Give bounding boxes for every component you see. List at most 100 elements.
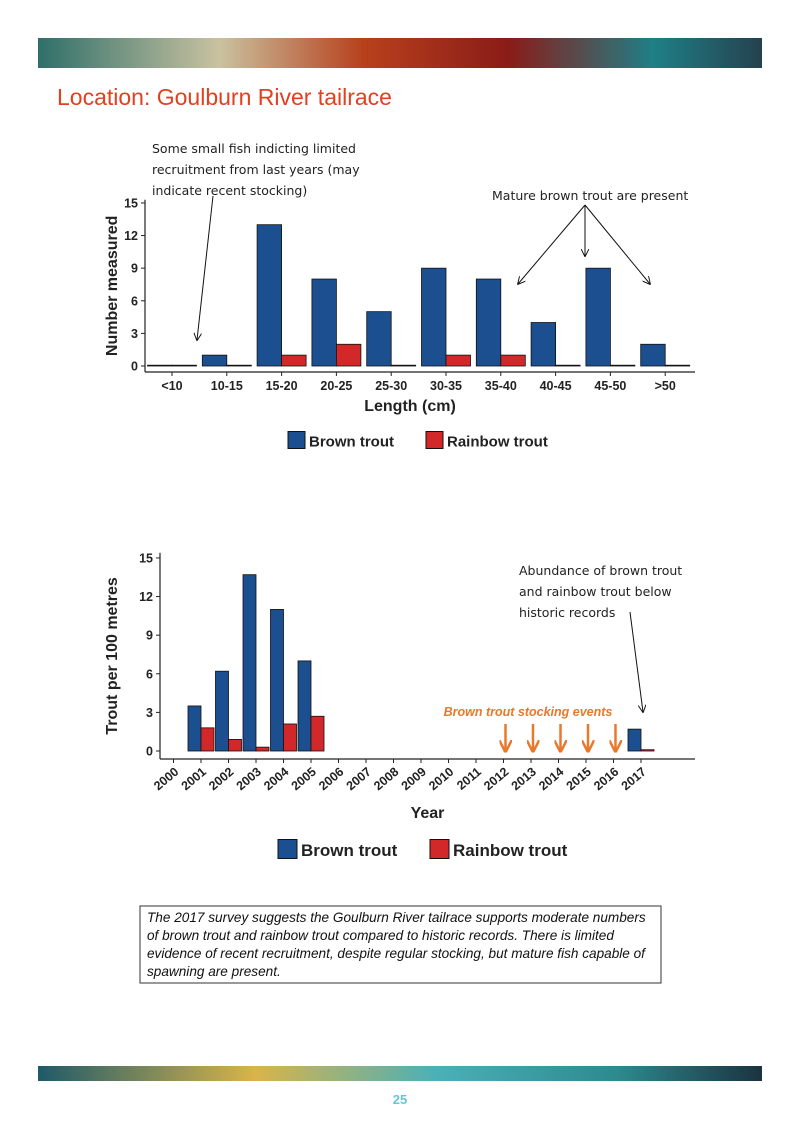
bar: [530, 322, 556, 367]
x-tick-label: 40-45: [540, 379, 572, 393]
y-tick-label: 0: [146, 745, 153, 759]
legend-swatch: [425, 431, 444, 449]
x-tick-label: 2013: [509, 765, 539, 794]
x-tick-label: 2011: [454, 765, 484, 793]
x-tick-label: 2010: [426, 765, 456, 794]
annotation-arrow: [584, 204, 650, 284]
y-tick-label: 6: [146, 667, 153, 681]
bar: [147, 364, 173, 367]
legend-swatch: [429, 839, 450, 859]
bar: [171, 364, 197, 367]
annotation: Abundance of brown trout and rainbow tro…: [519, 563, 683, 620]
bar: [297, 660, 312, 752]
x-tick-label: 25-30: [375, 379, 407, 393]
x-tick-label: 45-50: [594, 379, 626, 393]
y-tick-label: 15: [139, 551, 153, 565]
x-tick-label: 2012: [481, 765, 511, 794]
bar: [226, 364, 252, 367]
x-axis-label: Year: [411, 805, 445, 822]
x-tick-label: 2015: [564, 765, 594, 794]
bar: [475, 278, 502, 367]
x-tick-label: 2016: [591, 765, 621, 794]
x-tick-label: 2007: [344, 765, 374, 794]
bar: [215, 670, 229, 752]
annotation-arrow: [197, 195, 214, 340]
bar: [281, 354, 307, 367]
bar: [627, 728, 642, 752]
page-number: 25: [393, 1092, 407, 1107]
bar: [270, 609, 284, 752]
y-tick-label: 3: [146, 706, 153, 720]
legend-label: Brown trout: [309, 433, 394, 450]
x-tick-label: 2002: [206, 765, 236, 794]
bar: [585, 267, 611, 367]
y-tick-label: 6: [131, 294, 138, 308]
bar: [366, 311, 392, 367]
bar: [640, 749, 655, 752]
y-tick-label: 9: [146, 629, 153, 643]
annotation: Mature brown trout are present: [492, 188, 689, 203]
y-tick-label: 12: [124, 229, 138, 243]
x-tick-label: 30-35: [430, 379, 462, 393]
x-tick-label: 2006: [316, 765, 346, 794]
x-tick-label: 2017: [619, 765, 649, 794]
x-axis-label: Length (cm): [364, 398, 456, 415]
bar: [390, 364, 417, 367]
x-tick-label: >50: [655, 379, 676, 393]
y-tick-label: 0: [131, 360, 138, 374]
annotation-arrow: [629, 611, 643, 712]
x-tick-label: 2001: [179, 765, 209, 794]
bar: [421, 267, 447, 367]
x-tick-label: 2003: [234, 765, 264, 794]
y-tick-label: 3: [131, 327, 138, 341]
legend-swatch: [277, 839, 298, 859]
x-tick-label: 2005: [289, 765, 319, 794]
bar: [256, 224, 283, 367]
stocking-label: Brown trout stocking events: [444, 705, 613, 719]
x-tick-label: <10: [161, 379, 182, 393]
top-banner: [38, 38, 762, 68]
legend-label: Rainbow trout: [447, 433, 548, 450]
bar: [311, 278, 337, 367]
legend-label: Rainbow trout: [453, 841, 568, 860]
caption-box: [139, 905, 662, 984]
legend-swatch: [287, 431, 306, 449]
y-tick-label: 12: [139, 590, 153, 604]
bar: [228, 739, 242, 752]
y-tick-label: 9: [131, 262, 138, 276]
x-tick-label: 2004: [261, 765, 291, 794]
bar: [640, 343, 666, 367]
x-tick-label: 2008: [371, 765, 401, 794]
x-tick-label: 10-15: [211, 379, 243, 393]
bar: [200, 727, 215, 752]
bottom-banner: [38, 1066, 762, 1081]
bar: [187, 705, 202, 752]
annotation-arrow: [518, 204, 586, 284]
bar: [500, 354, 526, 367]
bar: [242, 574, 257, 752]
bar: [310, 715, 325, 752]
bar: [445, 354, 471, 367]
bar: [555, 364, 581, 367]
y-axis-label: Trout per 100 metres: [104, 577, 121, 735]
bar: [201, 354, 228, 367]
y-axis-label: Number measured: [104, 216, 121, 357]
x-tick-label: 2000: [151, 765, 181, 794]
x-tick-label: 15-20: [266, 379, 298, 393]
bar: [335, 343, 362, 367]
x-tick-label: 35-40: [485, 379, 517, 393]
bar: [255, 746, 270, 752]
x-tick-label: 2014: [536, 765, 566, 794]
caption: The 2017 survey suggests the Goulburn Ri…: [147, 910, 646, 979]
bar: [610, 364, 636, 367]
y-tick-label: 15: [124, 196, 138, 210]
x-tick-label: 20-25: [320, 379, 352, 393]
page-title: Location: Goulburn River tailrace: [57, 84, 392, 110]
bar: [664, 364, 691, 367]
annotation: Some small fish indicting limited recrui…: [152, 141, 360, 198]
x-tick-label: 2009: [399, 765, 429, 794]
bar: [283, 723, 297, 752]
legend-label: Brown trout: [301, 841, 398, 860]
